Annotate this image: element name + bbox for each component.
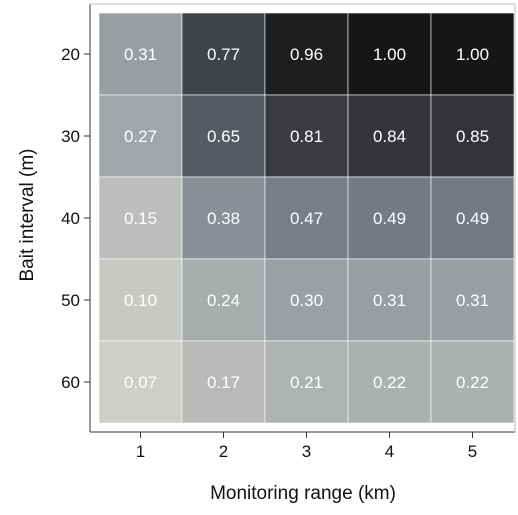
heatmap-cell-r5-c1 — [98, 340, 183, 424]
x-tick-label-2: 2 — [219, 442, 228, 461]
cell-label-r5-c5: 0.22 — [456, 373, 489, 392]
cell-label-r3-c1: 0.15 — [124, 209, 157, 228]
heatmap-cell-r3-c3 — [264, 176, 349, 260]
heatmap-cell-r1-c3 — [264, 12, 349, 96]
cell-label-r1-c3: 0.96 — [290, 45, 323, 64]
heatmap-cell-r4-c1 — [98, 258, 183, 342]
heatmap-cell-r5-c2 — [181, 340, 266, 424]
cells-layer: 0.31 0.77 0.96 1.00 1.00 0.27 0.65 0.81 0.84 0.85… — [98, 12, 515, 424]
cell-label-r4-c3: 0.30 — [290, 291, 323, 310]
x-tick-label-1: 1 — [136, 442, 145, 461]
cell-label-r5-c1: 0.07 — [124, 373, 157, 392]
cell-label-r2-c2: 0.65 — [207, 127, 240, 146]
x-axis-title: Monitoring range (km) — [210, 483, 396, 504]
cell-label-r1-c4: 1.00 — [373, 45, 406, 64]
heatmap-cell-r1-c4 — [347, 12, 432, 96]
heatmap-cell-r4-c4 — [347, 258, 432, 342]
heatmap-cell-r3-c4 — [347, 176, 432, 260]
x-tick-label-5: 5 — [468, 442, 477, 461]
cell-label-r4-c2: 0.24 — [207, 291, 240, 310]
cell-label-r1-c2: 0.77 — [207, 45, 240, 64]
cell-label-r3-c5: 0.49 — [456, 209, 489, 228]
x-tick-label-4: 4 — [385, 442, 394, 461]
cell-label-r4-c5: 0.31 — [456, 291, 489, 310]
heatmap-cell-r1-c1 — [98, 12, 183, 96]
cell-label-r4-c1: 0.10 — [124, 291, 157, 310]
cell-label-r4-c4: 0.31 — [373, 291, 406, 310]
heatmap-cell-r4-c3 — [264, 258, 349, 342]
y-tick-label-20: 20 — [61, 45, 80, 64]
cell-label-r1-c5: 1.00 — [456, 45, 489, 64]
cell-label-r5-c3: 0.21 — [290, 373, 323, 392]
cell-label-r2-c4: 0.84 — [373, 127, 406, 146]
heatmap-cell-r1-c5 — [430, 12, 515, 96]
cell-label-r5-c4: 0.22 — [373, 373, 406, 392]
heatmap-cell-r3-c2 — [181, 176, 266, 260]
heatmap-cell-r2-c5 — [430, 94, 515, 178]
ticks-layer: 1 2 3 4 5 20 30 40 50 60 — [61, 45, 477, 461]
heatmap-cell-r3-c5 — [430, 176, 515, 260]
cell-label-r3-c4: 0.49 — [373, 209, 406, 228]
heatmap-cell-r2-c3 — [264, 94, 349, 178]
y-tick-label-30: 30 — [61, 127, 80, 146]
cell-label-r2-c1: 0.27 — [124, 127, 157, 146]
heatmap-cell-r1-c2 — [181, 12, 266, 96]
heatmap-cell-r5-c3 — [264, 340, 349, 424]
cell-label-r3-c2: 0.38 — [207, 209, 240, 228]
heatmap-cell-r4-c2 — [181, 258, 266, 342]
x-tick-label-3: 3 — [302, 442, 311, 461]
y-tick-label-50: 50 — [61, 291, 80, 310]
cell-label-r2-c5: 0.85 — [456, 127, 489, 146]
cell-label-r3-c3: 0.47 — [290, 209, 323, 228]
y-axis-title: Bait interval (m) — [17, 148, 38, 281]
heatmap-cell-r4-c5 — [430, 258, 515, 342]
y-tick-label-40: 40 — [61, 209, 80, 228]
cell-label-r1-c1: 0.31 — [124, 45, 157, 64]
cell-label-r5-c2: 0.17 — [207, 373, 240, 392]
y-tick-label-60: 60 — [61, 373, 80, 392]
heatmap-cell-r5-c5 — [430, 340, 515, 424]
cell-label-r2-c3: 0.81 — [290, 127, 323, 146]
heatmap-cell-r2-c1 — [98, 94, 183, 178]
